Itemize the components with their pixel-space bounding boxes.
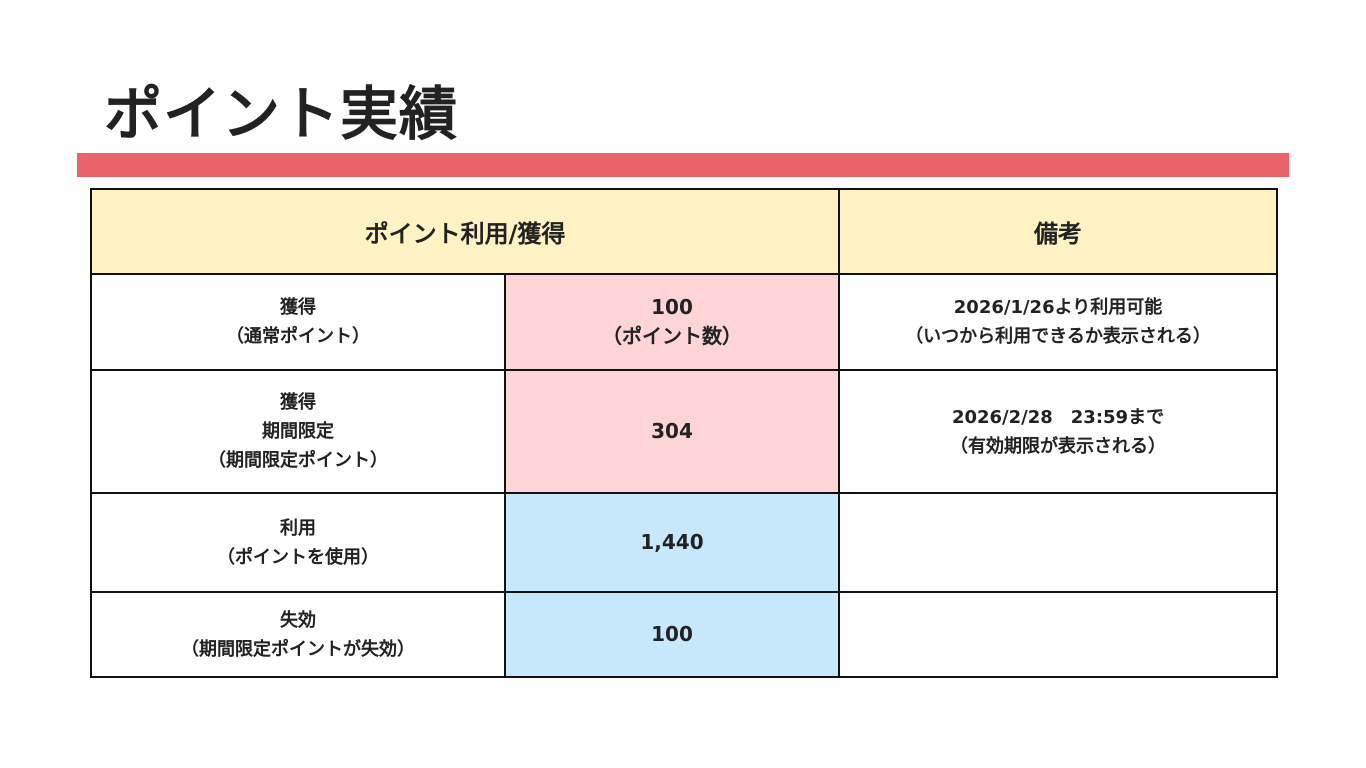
label-cell: 獲得 （通常ポイント） xyxy=(90,273,506,371)
header-cell: ポイント利用/獲得 xyxy=(89,188,841,275)
label-cell: 獲得期間限定 （期間限定ポイント） xyxy=(90,369,506,494)
note-line: 2026/1/26より利用可能 xyxy=(953,297,1163,318)
label-line: 獲得 xyxy=(280,392,316,413)
header-row: ポイント利用/獲得 備考 xyxy=(89,188,1279,275)
value-cell: 304 xyxy=(503,369,841,494)
value-line: 100 xyxy=(651,622,693,646)
value-line: 100 xyxy=(651,295,693,319)
label-line: 獲得 xyxy=(280,297,316,318)
label-line: （期間限定ポイントが失効） xyxy=(181,638,415,660)
value-line: （ポイント数） xyxy=(602,324,742,348)
value-cell: 100 xyxy=(503,591,841,678)
label-line: （通常ポイント） xyxy=(226,326,370,347)
label-line: （期間限定ポイント） xyxy=(208,450,388,471)
value-line: 304 xyxy=(651,419,693,443)
points-table: ポイント利用/獲得 備考 獲得 （通常ポイント） 100 （ポイント数） 2026/1/… xyxy=(89,188,1279,678)
value-line: 1,440 xyxy=(640,530,704,554)
value-cell: 1,440 xyxy=(503,492,841,593)
note-cell: 2026/2/28 23:59まで （有効期限が表示される） xyxy=(838,369,1279,494)
header-cell: 備考 xyxy=(838,188,1279,275)
table-row: 利用 （ポイントを使用） 1,440 xyxy=(90,492,1279,593)
note-line: （いつから利用できるか表示される） xyxy=(905,326,1211,347)
table-row: 失効 （期間限定ポイントが失効） 100 xyxy=(90,591,1279,678)
value-cell: 100 （ポイント数） xyxy=(503,273,841,371)
note-line: 2026/2/28 23:59まで xyxy=(951,406,1165,428)
label-line: 期間限定 xyxy=(262,421,334,442)
note-cell: 2026/1/26より利用可能 （いつから利用できるか表示される） xyxy=(838,273,1279,371)
title-underline xyxy=(77,153,1289,177)
note-cell xyxy=(838,492,1279,593)
page-title: ポイント実績 xyxy=(104,80,459,148)
label-line: 利用 xyxy=(280,517,316,539)
note-line: （有効期限が表示される） xyxy=(950,435,1167,457)
label-cell: 失効 （期間限定ポイントが失効） xyxy=(90,591,506,678)
label-cell: 利用 （ポイントを使用） xyxy=(90,492,506,593)
table-row: 獲得期間限定 （期間限定ポイント） 304 2026/2/28 23:59まで （有効期… xyxy=(90,369,1279,494)
note-cell xyxy=(838,591,1279,678)
table-row: 獲得 （通常ポイント） 100 （ポイント数） 2026/1/26より利用可能 （いつから… xyxy=(90,273,1279,371)
label-line: 失効 xyxy=(280,609,316,631)
label-line: （ポイントを使用） xyxy=(217,546,379,568)
